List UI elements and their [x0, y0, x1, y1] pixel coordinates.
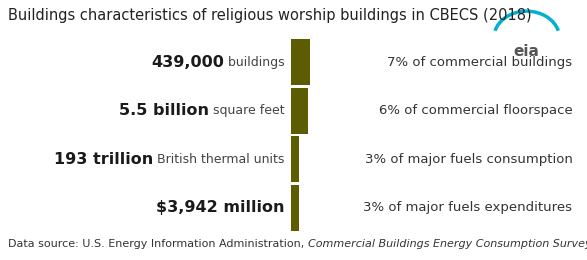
Text: 193 trillion: 193 trillion — [54, 152, 153, 167]
Text: 3% of major fuels expenditures: 3% of major fuels expenditures — [363, 201, 572, 214]
Text: eia: eia — [514, 44, 539, 59]
Text: British thermal units: British thermal units — [153, 153, 285, 166]
Text: $3,942 million: $3,942 million — [156, 200, 285, 215]
Text: 7% of commercial buildings: 7% of commercial buildings — [387, 56, 572, 69]
Bar — [291, 185, 299, 231]
Bar — [291, 39, 311, 85]
Text: 3% of major fuels consumption: 3% of major fuels consumption — [365, 153, 572, 166]
Text: 5.5 billion: 5.5 billion — [119, 103, 209, 118]
Text: Buildings characteristics of religious worship buildings in CBECS (2018): Buildings characteristics of religious w… — [8, 8, 532, 23]
Text: 6% of commercial floorspace: 6% of commercial floorspace — [379, 104, 572, 117]
Text: buildings: buildings — [224, 56, 285, 69]
Text: 439,000: 439,000 — [151, 55, 224, 70]
Bar — [291, 88, 308, 134]
Bar — [291, 136, 299, 182]
Text: square feet: square feet — [209, 104, 285, 117]
Text: Commercial Buildings Energy Consumption Survey: Commercial Buildings Energy Consumption … — [308, 239, 587, 249]
Text: Data source: U.S. Energy Information Administration,: Data source: U.S. Energy Information Adm… — [8, 239, 308, 249]
